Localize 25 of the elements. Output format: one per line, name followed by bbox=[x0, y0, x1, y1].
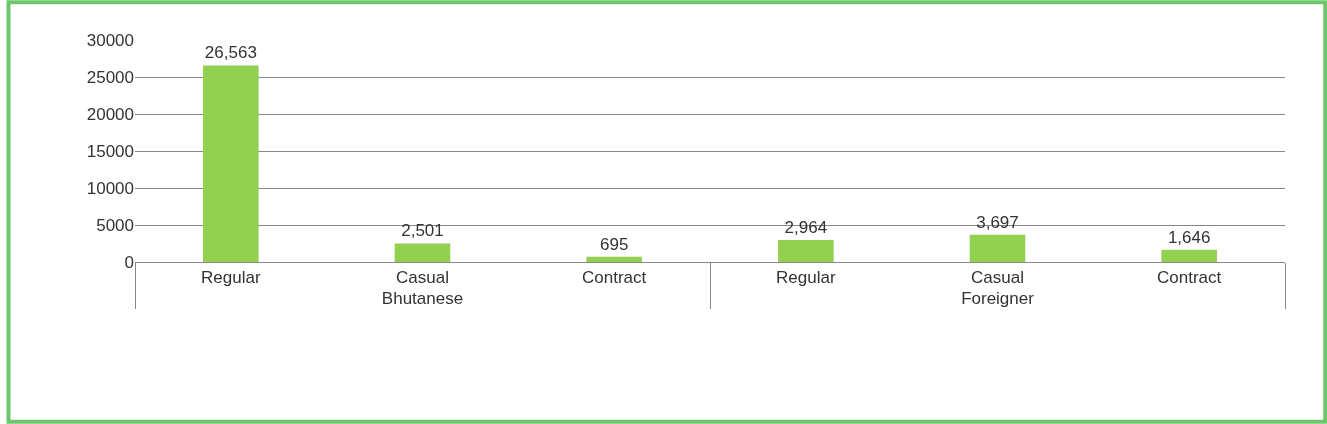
data-label: 26,563 bbox=[204, 43, 257, 63]
y-tick-label: 30000 bbox=[86, 30, 134, 50]
bar bbox=[203, 65, 259, 262]
y-tick-label: 20000 bbox=[86, 104, 134, 124]
x-tick-label: Casual bbox=[971, 268, 1024, 288]
x-tick-label: Contract bbox=[582, 268, 647, 288]
y-tick-label: 5000 bbox=[96, 215, 134, 235]
data-label: 2,501 bbox=[401, 221, 444, 241]
y-tick-label: 25000 bbox=[86, 67, 134, 87]
x-tick-label: Contract bbox=[1157, 268, 1222, 288]
y-tick-label: 15000 bbox=[86, 141, 134, 161]
text: Foreigner bbox=[961, 289, 1035, 309]
text: Bhutanese bbox=[381, 289, 464, 309]
bar bbox=[778, 240, 834, 262]
bar bbox=[1161, 249, 1217, 262]
y-tick-label: 10000 bbox=[86, 178, 134, 198]
x-tick-label: Casual bbox=[396, 268, 449, 288]
data-label: 695 bbox=[599, 234, 629, 254]
data-label: 1,646 bbox=[1167, 227, 1211, 247]
y-tick-label: 0 bbox=[124, 252, 134, 272]
x-tick-label: Regular bbox=[201, 268, 261, 288]
bar bbox=[586, 256, 642, 262]
x-tick-label: Regular bbox=[776, 268, 836, 288]
bar bbox=[394, 243, 451, 262]
bar bbox=[969, 234, 1026, 262]
